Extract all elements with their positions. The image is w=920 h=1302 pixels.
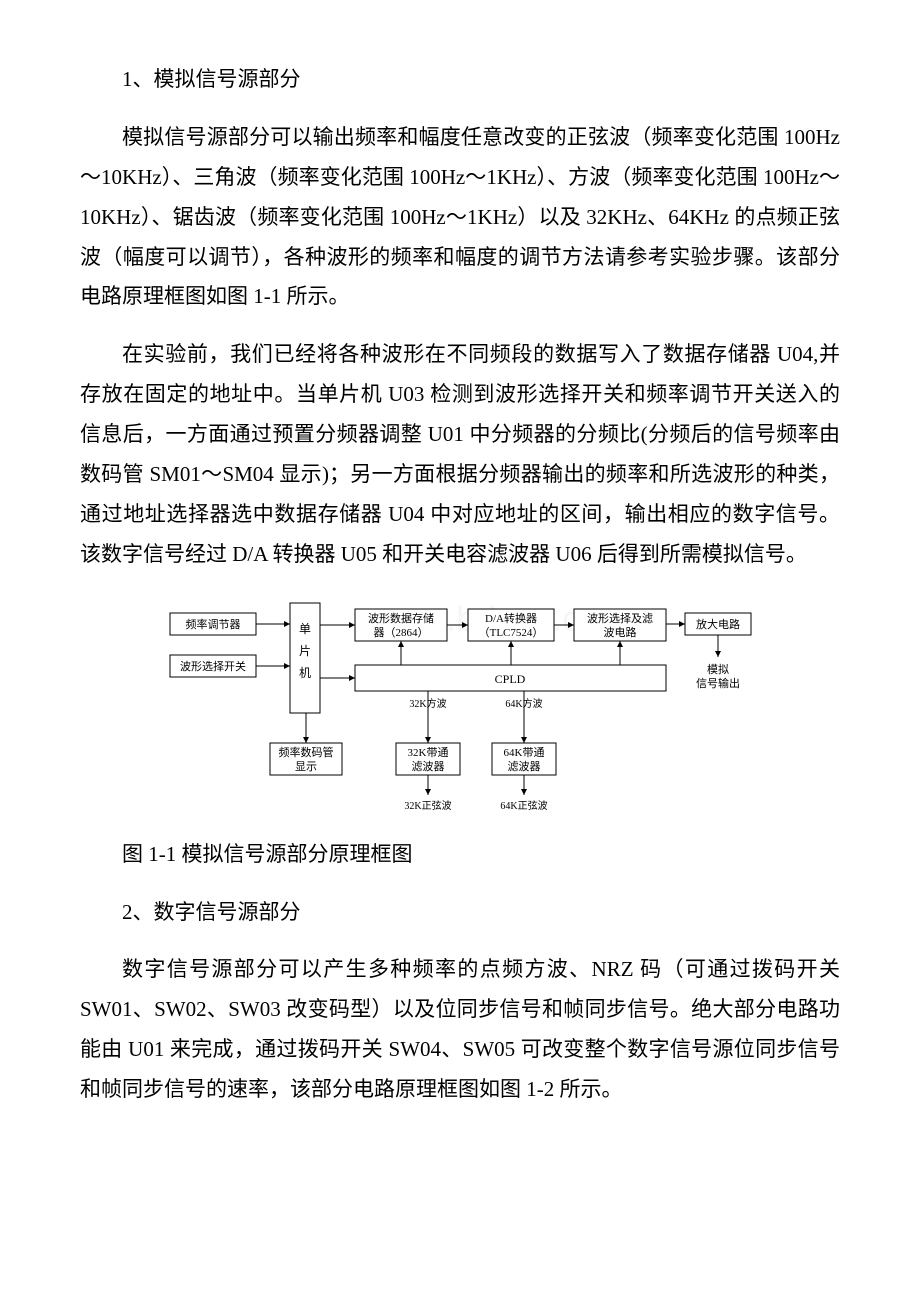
- label-mcu-1: 单: [299, 622, 311, 636]
- figure-1-1: www.bdocx.com 频率调节器 波形选择开关 单 片 机 波形数据存储 …: [80, 593, 840, 823]
- label-cpld: CPLD: [495, 672, 526, 686]
- label-dac-2: （TLC7524）: [479, 626, 544, 639]
- label-filt-2: 波电路: [604, 626, 637, 639]
- label-sq64: 64K方波: [505, 697, 542, 710]
- label-sq32: 32K方波: [409, 697, 446, 710]
- label-digi-disp-1: 频率数码管: [279, 745, 334, 759]
- label-bp64-1: 64K带通: [504, 746, 545, 759]
- label-dac-1: D/A转换器: [485, 611, 537, 625]
- section1-heading: 1、模拟信号源部分: [80, 60, 840, 100]
- label-filt-1: 波形选择及滤: [587, 611, 653, 625]
- label-wave-store-2: 器（2864）: [374, 626, 429, 639]
- box-mcu: [290, 603, 320, 713]
- diagram-svg: www.bdocx.com 频率调节器 波形选择开关 单 片 机 波形数据存储 …: [160, 593, 760, 823]
- label-digi-disp-2: 显示: [295, 760, 317, 773]
- section2-heading: 2、数字信号源部分: [80, 893, 840, 933]
- section2-p1: 数字信号源部分可以产生多种频率的点频方波、NRZ 码（可通过拨码开关 SW01、…: [80, 950, 840, 1110]
- label-bp64-2: 滤波器: [508, 760, 541, 773]
- label-amp: 放大电路: [696, 617, 740, 631]
- label-sin64: 64K正弦波: [500, 799, 547, 812]
- label-out2: 信号输出: [696, 676, 740, 690]
- label-wave-sel: 波形选择开关: [180, 659, 246, 673]
- figure-1-1-caption: 图 1-1 模拟信号源部分原理框图: [80, 835, 840, 875]
- label-out1: 模拟: [707, 662, 729, 676]
- label-bp32-1: 32K带通: [408, 746, 449, 759]
- label-wave-store-1: 波形数据存储: [368, 611, 434, 625]
- section1-p2: 在实验前，我们已经将各种波形在不同频段的数据写入了数据存储器 U04,并存放在固…: [80, 335, 840, 574]
- label-mcu-2: 片: [299, 644, 311, 658]
- label-mcu-3: 机: [299, 666, 311, 680]
- label-bp32-2: 滤波器: [412, 760, 445, 773]
- label-freq-adj: 频率调节器: [186, 617, 241, 631]
- label-sin32: 32K正弦波: [404, 799, 451, 812]
- section1-p1: 模拟信号源部分可以输出频率和幅度任意改变的正弦波（频率变化范围 100Hz～10…: [80, 118, 840, 317]
